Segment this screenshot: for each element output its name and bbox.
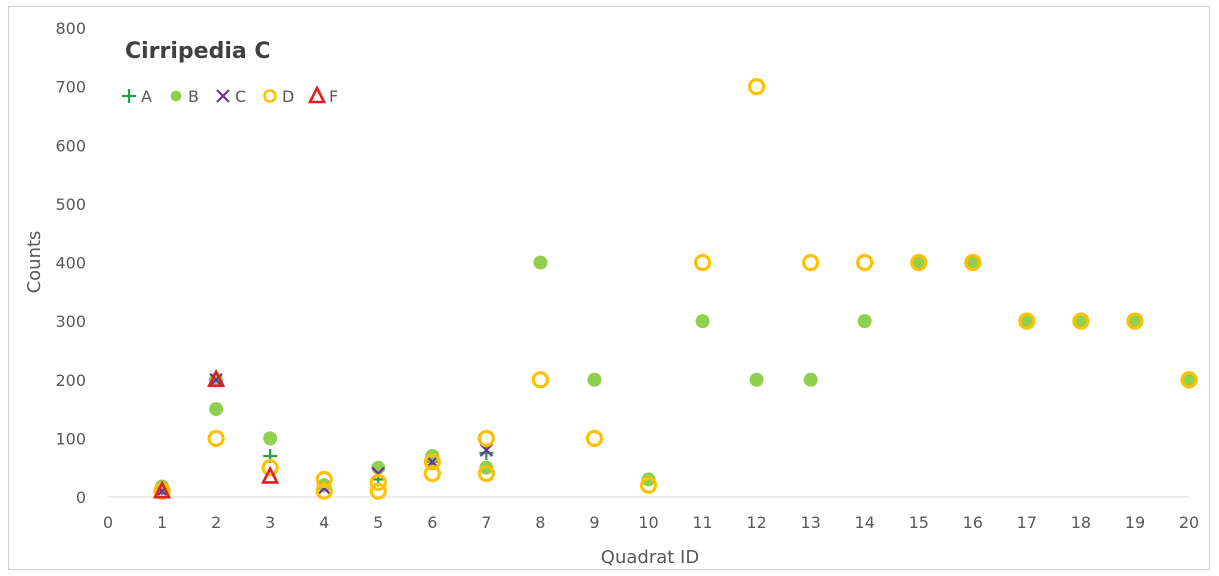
y-tick-label: 800 (55, 19, 86, 38)
legend-item-c: C (216, 87, 246, 106)
x-tick-label: 2 (211, 513, 221, 532)
x-tick-label: 8 (535, 513, 545, 532)
legend-label: D (282, 87, 294, 106)
legend-marker-b (170, 90, 182, 102)
y-tick-label: 400 (55, 254, 86, 273)
data-point-d (585, 429, 604, 447)
legend-label: B (188, 87, 199, 106)
x-tick-label: 17 (1017, 513, 1037, 532)
data-point-b (533, 255, 548, 270)
data-point-b (857, 314, 872, 329)
x-tick-label: 19 (1125, 513, 1145, 532)
data-point-f (261, 465, 280, 484)
x-tick-label: 3 (265, 513, 275, 532)
y-tick-label: 500 (55, 195, 86, 214)
data-point-d (477, 429, 495, 447)
data-point-d (910, 253, 928, 272)
x-tick-label: 14 (855, 513, 875, 532)
data-point-b (587, 372, 602, 387)
x-tick-label: 13 (800, 513, 820, 532)
y-tick-label: 300 (55, 312, 86, 331)
data-point-a (479, 446, 494, 461)
legend-label: A (141, 87, 152, 106)
data-point-d (207, 429, 225, 447)
data-point-b (803, 372, 818, 387)
data-point-d (1018, 312, 1036, 330)
data-point-d (261, 459, 279, 477)
data-point-b (263, 431, 278, 446)
y-axis-title: Counts (24, 231, 45, 294)
x-tick-label: 16 (963, 513, 983, 532)
data-point-b (209, 402, 224, 417)
y-tick-label: 700 (55, 78, 86, 97)
y-tick-label: 600 (55, 136, 86, 155)
x-tick-label: 4 (319, 513, 329, 532)
x-tick-label: 6 (427, 513, 437, 532)
x-tick-label: 20 (1179, 513, 1199, 532)
legend-marker-d (263, 89, 277, 103)
legend-item-a: A (122, 87, 152, 106)
data-point-d (1180, 371, 1198, 389)
legend-item-f: F (307, 85, 338, 106)
x-tick-label: 7 (481, 513, 491, 532)
y-tick-labels: 0 100 200 300 400 500 600 700 800 (55, 19, 86, 507)
data-point-d (369, 482, 387, 500)
x-tick-label: 10 (638, 513, 658, 532)
x-tick-label: 12 (746, 513, 766, 532)
data-point-b (911, 255, 926, 270)
data-point-d (423, 464, 441, 483)
data-point-d (423, 453, 441, 471)
data-point-d (531, 371, 550, 389)
data-points (152, 78, 1198, 500)
x-tick-label: 1 (157, 513, 167, 532)
data-point-d (747, 78, 766, 96)
legend-marker-a (122, 89, 136, 103)
y-tick-label: 0 (76, 488, 86, 507)
data-point-d (315, 470, 333, 489)
chart-title: Cirripedia C (125, 39, 271, 64)
data-point-d (802, 253, 820, 272)
data-point-b (965, 255, 980, 270)
chart-frame (8, 6, 1210, 570)
data-point-b (695, 314, 710, 329)
data-point-b (1019, 314, 1034, 329)
legend-label: C (235, 87, 246, 106)
data-point-d (856, 253, 874, 272)
data-point-c (479, 443, 494, 457)
data-point-d (964, 253, 982, 272)
x-axis-title: Quadrat ID (601, 547, 699, 568)
y-tick-label: 100 (55, 429, 86, 448)
data-point-d (477, 464, 495, 483)
data-point-d (369, 473, 387, 491)
legend-label: F (329, 87, 338, 106)
x-tick-label: 18 (1071, 513, 1091, 532)
data-point-b (1127, 314, 1142, 329)
data-point-d (315, 482, 333, 500)
legend-item-b: B (170, 87, 199, 106)
x-tick-label: 0 (103, 513, 113, 532)
data-point-d (1126, 312, 1144, 330)
legend-item-d: D (263, 87, 294, 106)
data-point-f (152, 480, 172, 499)
legend-marker-f (307, 85, 327, 104)
y-tick-label: 200 (55, 371, 86, 390)
x-tick-label: 9 (589, 513, 599, 532)
x-tick-label: 5 (373, 513, 383, 532)
legend-marker-c (216, 89, 230, 103)
data-point-d (639, 476, 658, 494)
data-point-b (749, 372, 764, 387)
data-point-d (693, 253, 712, 272)
data-point-c (209, 372, 223, 387)
data-point-f (206, 368, 226, 388)
data-point-d (1072, 312, 1090, 330)
x-tick-labels: 0 1 2 3 4 5 6 7 8 9 10 11 12 13 14 15 16 17 18 19 20 (103, 513, 1199, 532)
data-point-b (1073, 314, 1088, 329)
x-tick-label: 11 (692, 513, 712, 532)
x-tick-label: 15 (909, 513, 929, 532)
data-point-b (1182, 372, 1196, 387)
